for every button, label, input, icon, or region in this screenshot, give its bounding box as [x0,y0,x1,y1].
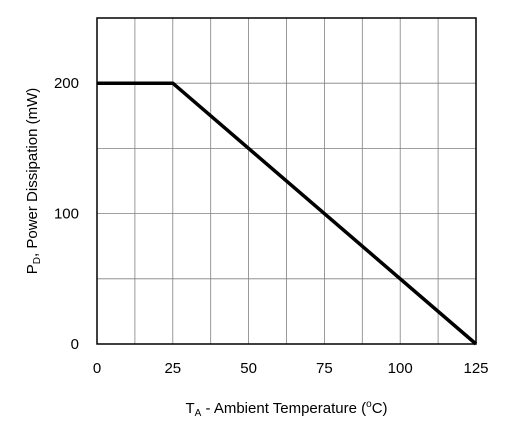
y-axis-label-subscript: D [32,257,43,264]
y-axis-label-base: P [24,264,41,274]
x-axis-label-superscript: o [366,399,372,410]
y-tick-label: 100 [54,206,79,223]
x-axis-label: TA - Ambient Temperature (oC) [185,399,387,419]
y-axis-label: PD, Power Dissipation (mW) [24,88,43,274]
x-axis-label-text: - Ambient Temperature ( [201,400,366,417]
x-axis-label-unit: C) [372,400,388,417]
x-axis-label-base: T [185,400,194,417]
x-axis-label-subscript: A [195,408,202,419]
plot-frame [96,17,477,345]
x-tick-label: 75 [316,360,333,377]
series-layer [97,81,478,346]
x-tick-label: 50 [240,360,257,377]
x-tick-label: 25 [164,360,181,377]
ticks-layer: 0 25 50 75 100 125 0 100 200 [54,75,489,377]
y-tick-label: 0 [71,336,79,353]
y-tick-label: 200 [54,75,79,92]
y-axis-label-text: , Power Dissipation (mW) [24,88,41,257]
x-tick-label: 125 [463,360,488,377]
series-line [97,81,478,346]
x-tick-label: 100 [388,360,413,377]
x-tick-label: 0 [93,360,101,377]
